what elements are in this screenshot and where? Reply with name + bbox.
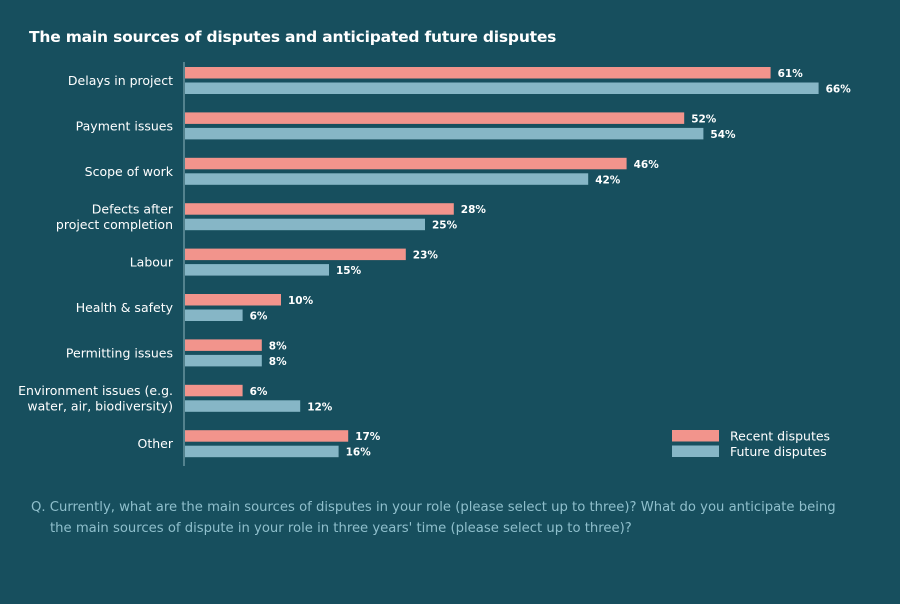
category-label: Scope of work: [85, 164, 174, 179]
category-label: Environment issues (e.g.: [18, 383, 173, 398]
bar-future: [185, 400, 301, 412]
footnote-line-2: the main sources of dispute in your role…: [50, 521, 632, 536]
bar-future: [185, 173, 589, 185]
data-label: 10%: [288, 295, 314, 307]
category-label: Defects after: [92, 201, 174, 216]
data-label: 66%: [826, 84, 852, 96]
category-label: Health & safety: [76, 300, 174, 315]
data-label: 6%: [250, 386, 268, 398]
bar-recent: [185, 384, 243, 397]
data-label: 6%: [250, 311, 268, 323]
footnote-line-1: Q. Currently, what are the main sources …: [31, 500, 836, 515]
bar-future: [185, 309, 243, 321]
bar-recent: [185, 112, 685, 124]
chart-title: The main sources of disputes and anticip…: [29, 28, 557, 46]
data-label: 42%: [595, 174, 621, 186]
bar-future: [185, 127, 704, 140]
bar-future: [185, 218, 425, 231]
data-label: 46%: [634, 159, 660, 171]
data-label: 12%: [307, 401, 333, 413]
bar-future: [185, 445, 339, 458]
bar-recent: [185, 67, 771, 79]
legend-swatch: [672, 445, 719, 457]
bar-recent: [185, 294, 281, 306]
data-label: 25%: [432, 220, 458, 232]
category-label: water, air, biodiversity): [27, 399, 173, 414]
data-label: 8%: [269, 356, 287, 368]
category-label: Permitting issues: [66, 345, 173, 360]
bar-recent: [185, 248, 406, 261]
data-label: 17%: [355, 431, 381, 443]
bar-recent: [185, 157, 627, 170]
bar-recent: [185, 203, 454, 215]
bar-future: [185, 264, 329, 276]
bar-recent: [185, 339, 262, 351]
data-label: 8%: [269, 340, 287, 352]
data-label: 16%: [346, 447, 372, 459]
data-label: 15%: [336, 265, 362, 277]
data-label: 54%: [710, 129, 736, 141]
data-label: 28%: [461, 204, 487, 216]
bar-recent: [185, 430, 349, 442]
data-label: 52%: [691, 113, 717, 125]
legend-label: Recent disputes: [730, 429, 830, 444]
category-label: Payment issues: [76, 118, 173, 133]
category-label: Other: [138, 436, 174, 451]
bar-future: [185, 354, 262, 367]
bar-future: [185, 82, 819, 94]
category-label: project completion: [56, 217, 173, 232]
category-label: Delays in project: [68, 73, 173, 88]
legend-label: Future disputes: [730, 444, 827, 459]
data-label: 61%: [778, 68, 804, 80]
legend-swatch: [672, 430, 719, 442]
category-label: Labour: [130, 255, 174, 270]
data-label: 23%: [413, 250, 439, 262]
footnote: Q. Currently, what are the main sources …: [31, 497, 851, 539]
